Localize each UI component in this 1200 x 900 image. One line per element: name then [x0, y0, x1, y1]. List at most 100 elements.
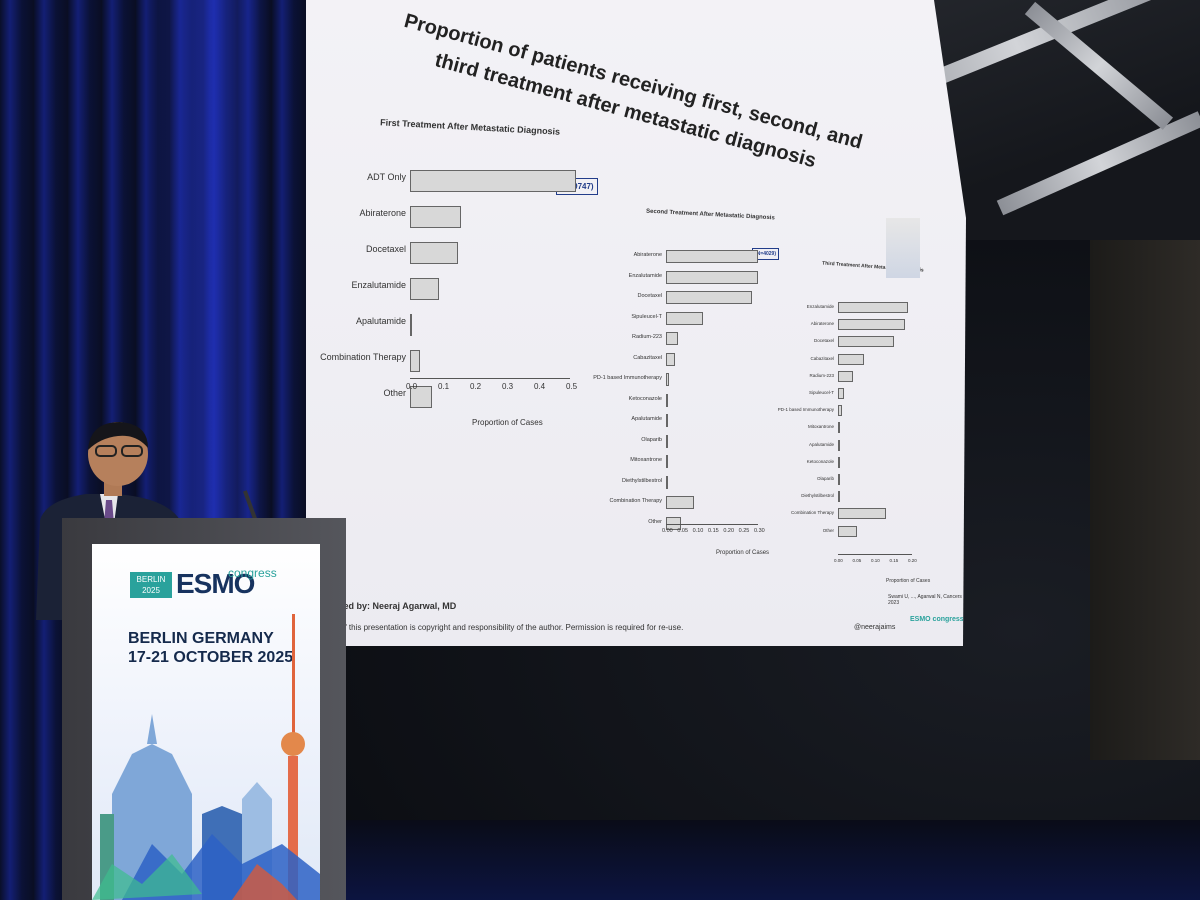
tick-label: 0.30: [754, 528, 765, 534]
bar-label: Apalutamide: [355, 316, 406, 326]
bar: [666, 434, 668, 448]
bar: [666, 270, 758, 284]
projection-screen: Proportion of patients receiving first, …: [306, 0, 966, 646]
bar: [838, 302, 909, 313]
tick-label: 0.00: [834, 558, 843, 563]
bar: [410, 278, 439, 300]
chart-title: Second Treatment After Metastatic Diagno…: [645, 208, 775, 222]
bar: [410, 206, 462, 228]
bar: [666, 475, 668, 489]
axis-label: Proportion of Cases: [886, 578, 931, 584]
tick-label: 0.05: [852, 558, 862, 563]
bar: [666, 250, 758, 263]
bar-label: Olaparib: [816, 476, 834, 481]
tick-label: 0.20: [723, 528, 735, 534]
event-location: BERLIN GERMANY: [128, 630, 274, 647]
bar-label: Abiraterone: [633, 252, 662, 258]
bar-label: Sipuleucel-T: [808, 390, 834, 395]
bar-label: Sipuleucel-T: [631, 313, 662, 320]
tick-label: 0.4: [534, 382, 546, 391]
axis-label: Proportion of Cases: [472, 418, 543, 427]
presenter-photo: [886, 218, 920, 278]
bar: [838, 388, 844, 399]
bar-label: ADT Only: [367, 172, 406, 182]
berlin-skyline-illustration: [92, 614, 320, 900]
bar-label: Other: [383, 388, 406, 398]
presenter-credit: esented by: Neeraj Agarwal, MD: [320, 601, 457, 611]
bar: [666, 516, 682, 530]
copyright-notice: ntent of this presentation is copyright …: [320, 623, 684, 632]
podium-sign: BERLIN 2025 ESMO congress BERLIN GERMANY…: [92, 544, 320, 900]
side-wall: [1090, 240, 1200, 760]
x-axis: [410, 378, 570, 379]
bar-label: Combination Therapy: [320, 352, 406, 362]
bar-label: Other: [648, 518, 662, 525]
bar: [838, 491, 840, 503]
bar-label: Mitoxantrone: [630, 457, 662, 463]
bar-label: Radium-223: [632, 334, 662, 340]
bar: [838, 336, 894, 348]
x-axis: [666, 524, 758, 525]
bar: [838, 508, 887, 520]
bar-label: Radium-223: [809, 372, 834, 378]
tick-label: 0.25: [738, 528, 750, 534]
tick-label: 0.15: [889, 558, 899, 563]
bar-label: PD-1 based Immunotherapy: [777, 407, 834, 413]
bar: [838, 405, 842, 417]
bar: [838, 525, 857, 537]
bar-label: Abiraterone: [359, 208, 406, 218]
bar-label: Combination Therapy: [609, 498, 662, 504]
bar: [410, 170, 577, 192]
bar-label: Cabazitaxel: [633, 354, 662, 361]
bar-label: Mitoxantrone: [807, 424, 834, 430]
bar-label: Abiraterone: [810, 321, 834, 327]
bar-label: Diethylstilbestrol: [621, 477, 662, 484]
bar-label: Docetaxel: [365, 244, 406, 254]
bar: [838, 456, 840, 468]
tick-label: 0.0: [406, 382, 418, 391]
bar-label: Ketoconazole: [628, 395, 662, 402]
tick-label: 0.20: [908, 558, 917, 563]
bar: [666, 414, 669, 427]
bar-label: Enzalutamide: [806, 304, 834, 309]
bar-label: Combination Therapy: [791, 510, 834, 516]
bar: [666, 291, 752, 304]
bar: [410, 314, 412, 336]
bar: [838, 319, 905, 331]
bar: [666, 352, 676, 366]
bar-label: Olaparib: [641, 436, 662, 443]
bar: [666, 455, 668, 468]
tick-label: 0.1: [438, 382, 450, 391]
tick-label: 0.10: [692, 528, 704, 534]
event-logo-subtitle: congress: [228, 566, 277, 580]
tick-label: 0.15: [708, 528, 719, 534]
tick-label: 0.2: [470, 382, 482, 391]
bar: [666, 393, 669, 407]
footer-logo: ESMO congress: [910, 616, 964, 623]
tick-label: 0.5: [566, 382, 578, 391]
bar-label: Diethylstilbestrol: [801, 493, 834, 499]
curtain-light: [150, 0, 270, 560]
event-logo-badge: BERLIN 2025: [130, 572, 172, 598]
bar-label: Enzalutamide: [351, 280, 406, 290]
bar-label: Enzalutamide: [628, 272, 662, 279]
bar-label: Apalutamide: [631, 416, 662, 422]
bar: [838, 422, 840, 434]
bar: [410, 386, 433, 408]
bar: [666, 496, 694, 509]
bar: [838, 439, 840, 451]
bar: [410, 350, 420, 372]
slide-title: Proportion of patients receiving first, …: [401, 9, 865, 173]
tick-label: 0.3: [502, 382, 514, 391]
bar-label: Cabazitaxel: [810, 355, 834, 361]
bar: [666, 332, 679, 345]
bar: [666, 373, 670, 386]
chart-title: First Treatment After Metastatic Diagnos…: [379, 117, 561, 137]
bar-label: Apalutamide: [808, 441, 834, 447]
bar-label: Docetaxel: [813, 338, 834, 344]
event-dates: 17-21 OCTOBER 2025: [128, 649, 294, 666]
stage-floor: [340, 820, 1200, 900]
social-handle: @neerajaims: [854, 624, 896, 631]
event-logo-name: ESMO: [176, 568, 255, 599]
tick-label: 0.00: [662, 528, 673, 534]
